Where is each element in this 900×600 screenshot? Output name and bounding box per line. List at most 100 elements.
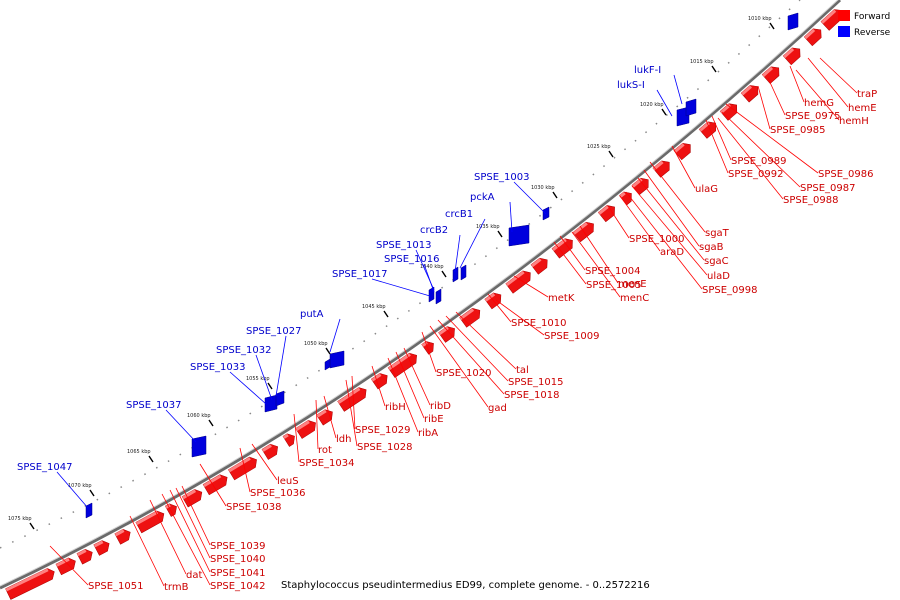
gene-label-spse-1047[interactable]: SPSE_1047 xyxy=(17,462,73,473)
gene-label-spse-1027[interactable]: SPSE_1027 xyxy=(246,326,302,337)
forward-leader-line xyxy=(49,545,89,586)
gene-label-spse-1003[interactable]: SPSE_1003 xyxy=(474,172,530,183)
gene-label-spse-1009[interactable]: SPSE_1009 xyxy=(544,331,600,342)
reverse-gene-block xyxy=(435,288,442,305)
forward-leader-line xyxy=(455,311,517,370)
forward-gene-block xyxy=(530,257,548,275)
gene-label-riba[interactable]: ribA xyxy=(418,428,438,439)
legend: Forward Reverse xyxy=(838,10,891,38)
gene-label-menc[interactable]: menC xyxy=(620,293,649,304)
gene-label-metk[interactable]: metK xyxy=(548,293,575,304)
gene-label-spse-1037[interactable]: SPSE_1037 xyxy=(126,400,182,411)
gene-label-rot[interactable]: rot xyxy=(318,445,332,456)
forward-leader-line xyxy=(351,375,356,430)
gene-label-spse-1042[interactable]: SPSE_1042 xyxy=(210,581,266,592)
gene-label-spse-1036[interactable]: SPSE_1036 xyxy=(250,488,306,499)
gene-label-spse-1051[interactable]: SPSE_1051 xyxy=(88,581,144,592)
scale-tick-mark xyxy=(267,382,273,390)
gene-label-spse-0992[interactable]: SPSE_0992 xyxy=(728,169,784,180)
reverse-gene-block xyxy=(452,266,459,283)
reverse-leader-line xyxy=(275,335,287,397)
gene-label-spse-0998[interactable]: SPSE_0998 xyxy=(702,285,758,296)
scale-ticks: 1010 kbp 1015 kbp 1020 kbp 1025 kbp 1030 kbp… xyxy=(8,16,775,530)
reverse-leader-line xyxy=(459,218,486,269)
gene-label-sgab[interactable]: sgaB xyxy=(699,242,724,253)
forward-leader-line xyxy=(757,85,771,130)
forward-leader-line xyxy=(495,299,545,336)
gene-label-ulad[interactable]: ulaD xyxy=(707,271,730,282)
gene-label-ldh[interactable]: ldh xyxy=(336,434,351,445)
gene-label-mene[interactable]: menE xyxy=(618,279,647,290)
gene-label-spse-1015[interactable]: SPSE_1015 xyxy=(508,377,564,388)
gene-label-spse-1000[interactable]: SPSE_1000 xyxy=(629,234,685,245)
gene-label-ribd[interactable]: ribD xyxy=(430,401,451,412)
forward-leader-line xyxy=(487,293,512,323)
gene-label-leus[interactable]: leuS xyxy=(277,476,299,487)
gene-label-heme[interactable]: hemE xyxy=(848,103,877,114)
gene-label-spse-1038[interactable]: SPSE_1038 xyxy=(226,502,282,513)
gene-label-tal[interactable]: tal xyxy=(516,365,529,376)
gene-label-dat[interactable]: dat xyxy=(186,570,202,581)
gene-label-crcb2[interactable]: crcB2 xyxy=(420,225,448,236)
gene-label-spse-1039[interactable]: SPSE_1039 xyxy=(210,541,266,552)
reverse-leader-line xyxy=(513,181,547,215)
gene-label-sgac[interactable]: sgaC xyxy=(704,256,729,267)
scale-tick-label: 1055 kbp xyxy=(246,376,270,382)
gene-label-ribh[interactable]: ribH xyxy=(385,402,406,413)
gene-label-spse-1013[interactable]: SPSE_1013 xyxy=(376,240,432,251)
gene-label-spse-1028[interactable]: SPSE_1028 xyxy=(357,442,413,453)
gene-label-spse-1034[interactable]: SPSE_1034 xyxy=(299,458,355,469)
gene-label-spse-0988[interactable]: SPSE_0988 xyxy=(783,195,839,206)
gene-label-ulag[interactable]: ulaG xyxy=(695,184,718,195)
forward-gene-block xyxy=(181,489,203,508)
legend-reverse-label: Reverse xyxy=(854,28,891,38)
forward-leader-line xyxy=(649,161,706,233)
gene-label-spse-1029[interactable]: SPSE_1029 xyxy=(355,425,411,436)
gene-label-spse-1018[interactable]: SPSE_1018 xyxy=(504,390,560,401)
gene-label-arad[interactable]: araD xyxy=(660,247,684,258)
gene-label-spse-1005[interactable]: SPSE_1005 xyxy=(586,280,642,291)
gene-label-trmb[interactable]: trmB xyxy=(164,582,189,593)
forward-leader-line xyxy=(607,205,630,239)
gene-label-spse-1040[interactable]: SPSE_1040 xyxy=(210,554,266,565)
gene-label-spse-1017[interactable]: SPSE_1017 xyxy=(332,269,388,280)
gene-label-spse-1041[interactable]: SPSE_1041 xyxy=(210,568,266,579)
scale-tick-mark xyxy=(325,347,331,355)
gene-label-gad[interactable]: gad xyxy=(488,403,507,414)
gene-label-ribe[interactable]: ribE xyxy=(424,414,444,425)
gene-label-hemg[interactable]: hemG xyxy=(804,98,834,109)
legend-forward-label: Forward xyxy=(854,12,890,22)
gene-label-luks-i[interactable]: lukS-I xyxy=(617,80,645,91)
forward-gene-block xyxy=(5,568,55,600)
gene-label-spse-1033[interactable]: SPSE_1033 xyxy=(190,362,246,373)
gene-label-lukf-i[interactable]: lukF-I xyxy=(634,65,661,76)
gene-label-spse-0975[interactable]: SPSE_0975 xyxy=(785,111,841,122)
gene-label-hemh[interactable]: hemH xyxy=(839,116,869,127)
gene-label-pcka[interactable]: pckA xyxy=(470,192,495,203)
scale-tick-label: 1010 kbp xyxy=(748,16,772,22)
forward-leader-line xyxy=(181,485,211,546)
gene-label-spse-0986[interactable]: SPSE_0986 xyxy=(818,169,874,180)
scale-tick-mark xyxy=(552,191,558,199)
forward-leader-line xyxy=(619,195,661,252)
gene-label-spse-1032[interactable]: SPSE_1032 xyxy=(216,345,272,356)
forward-leader-line xyxy=(429,325,489,408)
forward-leader-line xyxy=(631,185,708,276)
gene-label-crcb1[interactable]: crcB1 xyxy=(445,209,473,220)
forward-leader-line xyxy=(315,399,319,450)
gene-label-spse-0989[interactable]: SPSE_0989 xyxy=(731,156,787,167)
gene-label-spse-1004[interactable]: SPSE_1004 xyxy=(585,266,641,277)
scale-tick-mark xyxy=(661,108,667,116)
gene-label-spse-0985[interactable]: SPSE_0985 xyxy=(770,125,826,136)
gene-label-sgat[interactable]: sgaT xyxy=(705,228,730,239)
gene-label-puta[interactable]: putA xyxy=(300,309,324,320)
gene-label-spse-1016[interactable]: SPSE_1016 xyxy=(384,254,440,265)
gene-label-spse-0987[interactable]: SPSE_0987 xyxy=(800,183,856,194)
scale-tick-mark xyxy=(711,65,717,73)
gene-label-spse-1010[interactable]: SPSE_1010 xyxy=(511,318,567,329)
gene-label-trap[interactable]: traP xyxy=(857,89,877,100)
gene-label-spse-1020[interactable]: SPSE_1020 xyxy=(436,368,492,379)
scale-tick-label: 1015 kbp xyxy=(690,59,714,65)
